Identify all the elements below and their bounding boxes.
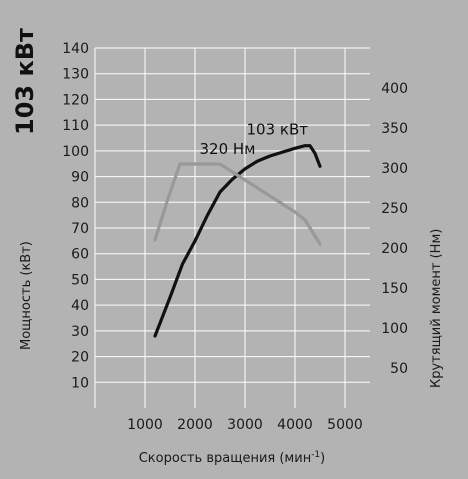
y-axis-left-ticks: 10 20 30 40 50 60 70 80 90 100 110 120 130 140 bbox=[62, 41, 89, 391]
x-tick-label: 3000 bbox=[227, 417, 263, 433]
y-right-tick-label: 200 bbox=[381, 241, 408, 257]
y-left-tick-label: 120 bbox=[62, 92, 89, 108]
y-left-tick-label: 80 bbox=[71, 195, 89, 211]
y-left-tick-label: 110 bbox=[62, 118, 89, 134]
y-right-tick-label: 250 bbox=[381, 201, 408, 217]
x-tick-label: 1000 bbox=[127, 417, 163, 433]
chart-title: 103 кВт bbox=[11, 28, 39, 135]
x-axis-title: Скорость вращения (мин-1) bbox=[139, 450, 326, 466]
y-axis-left-title: Мощность (кВт) bbox=[19, 241, 34, 350]
series-label-torque: 320 Нм bbox=[200, 140, 256, 158]
y-left-tick-label: 140 bbox=[62, 41, 89, 57]
y-axis-right-title-text: Крутящий момент (Нм) bbox=[429, 229, 444, 388]
series-line-power bbox=[153, 144, 322, 338]
series-line-torque bbox=[153, 162, 322, 246]
y-left-tick-label: 60 bbox=[71, 247, 89, 263]
x-axis-title-sup: -1 bbox=[311, 450, 320, 460]
x-tick-label: 2000 bbox=[177, 417, 213, 433]
y-left-tick-label: 100 bbox=[62, 144, 89, 160]
grid bbox=[94, 47, 370, 408]
y-left-tick-label: 20 bbox=[71, 350, 89, 366]
y-right-tick-label: 100 bbox=[381, 321, 408, 337]
y-left-tick-label: 50 bbox=[71, 272, 89, 288]
series-label-power: 103 кВт bbox=[247, 121, 309, 139]
y-left-tick-label: 40 bbox=[71, 298, 89, 314]
y-right-tick-label: 50 bbox=[390, 361, 408, 377]
y-right-tick-label: 350 bbox=[381, 121, 408, 137]
x-axis-title-close: ) bbox=[320, 451, 325, 466]
x-tick-label: 4000 bbox=[277, 417, 313, 433]
y-left-tick-label: 130 bbox=[62, 67, 89, 83]
y-axis-right-ticks: 50 100 150 200 250 300 350 400 bbox=[381, 81, 408, 377]
y-left-tick-label: 30 bbox=[71, 324, 89, 340]
x-tick-label: 5000 bbox=[327, 417, 363, 433]
x-axis-title-text: Скорость вращения (мин bbox=[139, 451, 311, 466]
y-left-tick-label: 70 bbox=[71, 221, 89, 237]
y-right-tick-label: 400 bbox=[381, 81, 408, 97]
series-lines bbox=[153, 144, 322, 338]
x-axis-ticks: 1000 2000 3000 4000 5000 bbox=[127, 417, 363, 433]
y-axis-right-title: Крутящий момент (Нм) bbox=[429, 229, 444, 388]
y-right-tick-label: 300 bbox=[381, 161, 408, 177]
y-right-tick-label: 150 bbox=[381, 281, 408, 297]
y-left-tick-label: 90 bbox=[71, 170, 89, 186]
y-left-tick-label: 10 bbox=[71, 375, 89, 391]
